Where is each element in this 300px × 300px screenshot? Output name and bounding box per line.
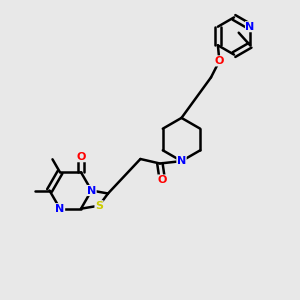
Text: S: S: [95, 201, 103, 211]
Text: N: N: [245, 22, 255, 32]
Text: N: N: [56, 204, 64, 214]
Text: O: O: [158, 175, 167, 185]
Text: O: O: [76, 152, 86, 162]
Text: N: N: [177, 156, 186, 166]
Text: O: O: [215, 56, 224, 66]
Text: N: N: [87, 185, 96, 196]
